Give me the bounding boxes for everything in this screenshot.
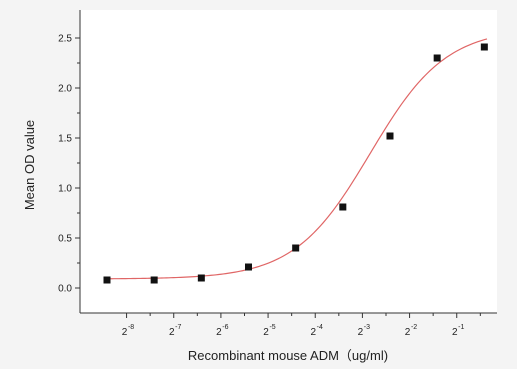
data-points — [103, 43, 488, 284]
x-tick-exponent: -6 — [222, 324, 228, 331]
data-point — [197, 274, 205, 282]
x-axis-ticks: 2 -8 2 -7 2 -6 2 -5 2 -4 2 -3 2 -2 2 -1 — [122, 313, 481, 338]
y-tick-label: 2.0 — [58, 84, 72, 95]
x-tick-label: 2 — [122, 327, 128, 338]
y-tick-label: 0.5 — [58, 234, 72, 245]
y-tick-label: 1.0 — [58, 184, 72, 195]
data-point — [386, 132, 394, 140]
y-tick-label: 1.5 — [58, 134, 72, 145]
data-point — [150, 276, 158, 284]
x-tick-exponent: -8 — [128, 324, 134, 331]
x-tick-label: 2 — [452, 327, 458, 338]
x-tick-exponent: -4 — [317, 324, 323, 331]
x-tick-exponent: -7 — [175, 324, 181, 331]
x-tick-label: 2 — [405, 327, 411, 338]
x-tick-exponent: -2 — [411, 324, 417, 331]
y-axis-ticks: 0.0 0.5 1.0 1.5 2.0 2.5 — [58, 34, 80, 295]
plot-area — [79, 10, 497, 314]
x-tick-label: 2 — [216, 327, 222, 338]
y-tick-label: 0.0 — [58, 284, 72, 295]
x-tick-label: 2 — [358, 327, 364, 338]
data-point — [103, 276, 111, 284]
y-axis-title: Mean OD value — [22, 120, 37, 210]
x-tick-exponent: -1 — [458, 324, 464, 331]
x-axis-title: Recombinant mouse ADM（ug/ml) — [188, 348, 388, 363]
plot-background — [80, 10, 497, 313]
x-tick-exponent: -3 — [364, 324, 370, 331]
x-tick-label: 2 — [169, 327, 175, 338]
data-point — [339, 203, 347, 211]
data-point — [292, 244, 300, 252]
x-tick-exponent: -5 — [269, 324, 275, 331]
data-point — [480, 43, 488, 51]
data-point — [245, 263, 253, 271]
x-tick-label: 2 — [310, 327, 316, 338]
y-tick-label: 2.5 — [58, 34, 72, 45]
x-tick-label: 2 — [263, 327, 269, 338]
data-point — [433, 54, 441, 62]
